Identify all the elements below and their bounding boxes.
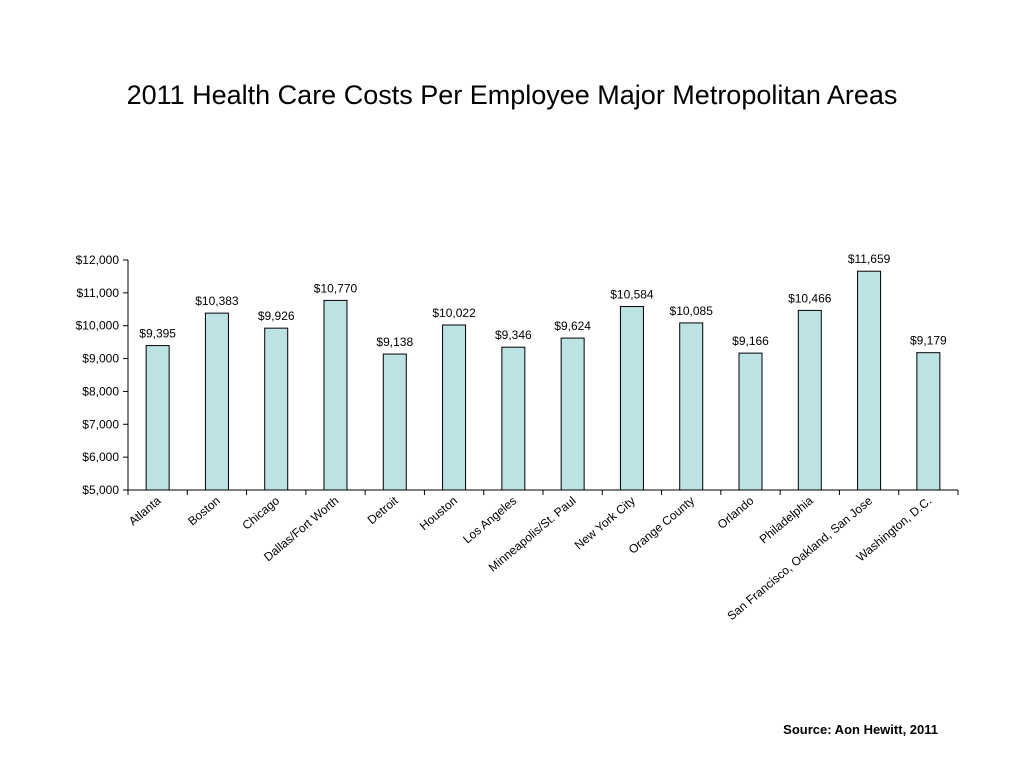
bar-chart: $5,000 $6,000 $7,000 $8,000 $9,000 $10,000 $11… bbox=[76, 252, 959, 623]
y-tick-label: $9,000 bbox=[82, 352, 119, 366]
x-tick-label: Los Angeles bbox=[460, 494, 519, 547]
data-label: $10,383 bbox=[195, 294, 239, 308]
bar bbox=[738, 352, 763, 491]
data-label: $9,624 bbox=[554, 319, 591, 333]
data-label: $10,022 bbox=[432, 306, 476, 320]
data-label: $10,770 bbox=[314, 281, 358, 295]
x-tick-label: Detroit bbox=[365, 493, 402, 527]
y-tick-label: $11,000 bbox=[77, 286, 120, 300]
chart-title: 2011 Health Care Costs Per Employee Majo… bbox=[126, 80, 898, 110]
x-tick-label: Atlanta bbox=[126, 493, 164, 528]
bar bbox=[382, 353, 407, 491]
y-tick-label: $7,000 bbox=[82, 417, 119, 431]
bar bbox=[619, 306, 644, 491]
data-label: $10,584 bbox=[610, 288, 654, 302]
bar bbox=[204, 312, 229, 491]
bar bbox=[264, 327, 289, 491]
data-label: $10,085 bbox=[670, 304, 714, 318]
bar bbox=[679, 322, 704, 491]
y-tick-label: $10,000 bbox=[76, 319, 120, 333]
data-label: $9,926 bbox=[258, 309, 295, 323]
x-tick-label: Philadelphia bbox=[757, 493, 816, 546]
x-tick-label: Chicago bbox=[239, 493, 282, 532]
bar bbox=[857, 270, 882, 491]
bar bbox=[916, 352, 941, 491]
bar bbox=[323, 299, 348, 491]
data-label: $9,179 bbox=[910, 334, 947, 348]
y-tick-label: $8,000 bbox=[82, 384, 119, 398]
data-label: $11,659 bbox=[848, 252, 891, 266]
data-label: $9,346 bbox=[495, 328, 532, 342]
data-label: $9,395 bbox=[139, 327, 176, 341]
bar bbox=[560, 337, 585, 491]
y-tick-label: $12,000 bbox=[76, 253, 120, 267]
x-tick-label: Orlando bbox=[715, 493, 757, 531]
bar bbox=[501, 346, 526, 491]
data-label: $9,166 bbox=[732, 334, 769, 348]
source-note: Source: Aon Hewitt, 2011 bbox=[783, 722, 938, 737]
x-tick-label: Boston bbox=[185, 494, 223, 529]
bar bbox=[442, 324, 467, 491]
x-tick-label: Houston bbox=[417, 494, 460, 533]
bar bbox=[797, 309, 822, 491]
data-label: $10,466 bbox=[788, 291, 832, 305]
data-label: $9,138 bbox=[376, 335, 413, 349]
bar bbox=[145, 345, 170, 491]
y-tick-label: $5,000 bbox=[82, 483, 119, 497]
y-tick-label: $6,000 bbox=[82, 450, 119, 464]
